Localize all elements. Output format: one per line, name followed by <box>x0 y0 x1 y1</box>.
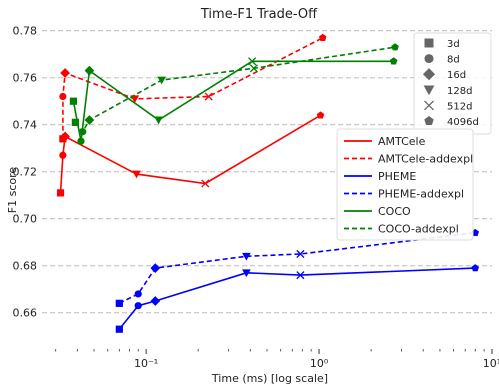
series-pheme <box>115 264 480 333</box>
data-point-triangle-down <box>242 252 251 261</box>
data-point-triangle-down <box>157 76 166 85</box>
marker-legend-label: 512d <box>447 101 472 112</box>
series-pheme-addexpl <box>115 228 480 307</box>
legend-label: PHEME-addexpl <box>378 188 464 201</box>
data-point-pentagon <box>316 111 325 119</box>
legend-label: AMTCele-addexpl <box>378 153 473 166</box>
legend-label: PHEME <box>378 170 416 183</box>
data-point-triangle-down <box>132 170 141 179</box>
data-point-x <box>248 57 257 66</box>
marker-legend: 3d 8d 16d 128d 512d 4096d <box>413 32 492 135</box>
series-line <box>74 46 396 134</box>
data-point-pentagon <box>471 264 480 272</box>
legend-label: COCO-addexpl <box>378 223 459 236</box>
data-point-diamond <box>84 65 95 76</box>
y-tick-label: 0.70 <box>13 213 38 226</box>
data-point-circle <box>79 128 87 136</box>
x-tick-label: 10⁰ <box>310 357 329 370</box>
data-point-square <box>115 299 123 307</box>
grid-layer <box>42 30 492 314</box>
data-point-pentagon <box>391 43 399 51</box>
y-tick-label: 0.66 <box>13 307 38 320</box>
series-coco <box>69 57 398 145</box>
series-legend-box <box>336 128 474 241</box>
data-point-x <box>204 92 213 101</box>
data-point-x <box>201 179 210 188</box>
marker-legend-label: 128d <box>447 86 472 97</box>
data-point-diamond <box>60 68 70 78</box>
legend-marker-circle <box>424 54 434 64</box>
data-point-square <box>115 325 123 333</box>
data-point-triangle-down <box>154 116 163 125</box>
legend-marker-pentagon <box>424 116 434 126</box>
y-tick-label: 0.72 <box>13 166 38 179</box>
data-point-x <box>249 64 258 73</box>
tick-layer: 0.66 0.68 0.70 0.72 0.74 0.76 0.78 10⁻¹ 10⁰ 10¹ <box>13 25 499 370</box>
x-tick-label: 10⁻¹ <box>134 357 158 370</box>
series-line <box>59 114 321 193</box>
data-point-circle <box>77 137 85 145</box>
data-point-x <box>296 249 305 259</box>
data-point-circle <box>59 151 67 159</box>
data-point-square <box>69 97 78 105</box>
y-tick-label: 0.74 <box>13 119 38 132</box>
series-line <box>118 232 476 305</box>
data-point-square <box>56 189 65 197</box>
legend-label: AMTCele <box>378 135 426 148</box>
legend-marker-triangle-down <box>423 85 435 96</box>
x-tick-label: 10¹ <box>483 357 499 370</box>
data-point-triangle-down <box>242 269 251 278</box>
data-point-diamond <box>150 263 161 273</box>
legend-label: COCO <box>378 205 411 218</box>
series-line <box>118 267 476 330</box>
marker-legend-label: 8d <box>447 55 460 66</box>
legend-marker-x <box>424 100 434 111</box>
data-point-square <box>59 135 67 143</box>
series-legend: AMTCele AMTCele-addexpl PHEME PHEME-addexpl… <box>336 128 474 241</box>
series-coco-addexpl <box>71 43 399 136</box>
legend-marker-square <box>424 38 434 48</box>
marker-legend-label: 16d <box>447 70 466 81</box>
data-point-pentagon <box>318 33 327 41</box>
data-point-triangle-down <box>130 95 140 104</box>
data-point-pentagon <box>389 57 398 65</box>
series-line <box>62 37 324 139</box>
data-point-diamond <box>84 115 95 125</box>
y-tick-label: 0.78 <box>13 25 38 38</box>
y-tick-label: 0.68 <box>13 260 38 273</box>
data-point-circle <box>59 92 67 101</box>
data-point-circle <box>134 290 142 298</box>
y-axis-label: F1 score <box>6 167 19 214</box>
marker-legend-label: 3d <box>447 39 460 50</box>
legend-marker-diamond <box>422 68 436 81</box>
series-amtcele <box>56 111 325 197</box>
x-axis-label: Time (ms) [log scale] <box>211 372 328 385</box>
series-amtcele-addexpl <box>59 33 327 143</box>
data-point-diamond <box>150 296 161 306</box>
series-layer <box>56 33 480 333</box>
data-point-circle <box>134 302 142 310</box>
data-point-x <box>296 271 305 280</box>
marker-legend-label: 4096d <box>447 117 479 128</box>
y-tick-label: 0.76 <box>13 72 38 85</box>
data-point-square <box>71 118 79 126</box>
chart-title: Time-F1 Trade-Off <box>200 7 318 22</box>
series-line <box>72 60 394 142</box>
